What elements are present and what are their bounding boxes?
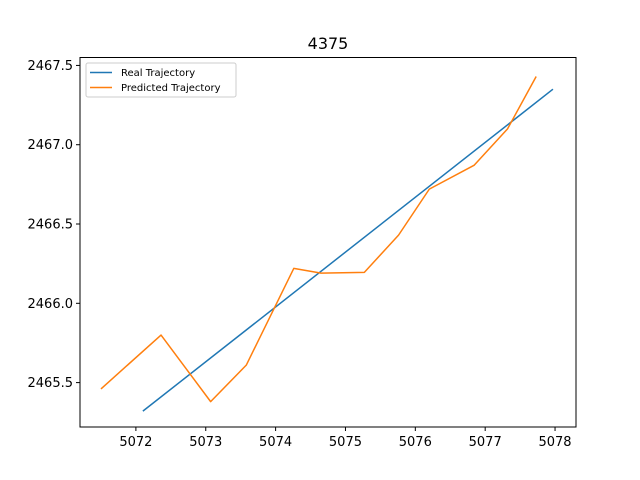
legend-box bbox=[85, 62, 237, 98]
x-tick-label: 5076 bbox=[399, 435, 432, 450]
series-line-1 bbox=[100, 76, 537, 403]
x-tick-label: 5075 bbox=[329, 435, 362, 450]
y-tick-label: 2466.5 bbox=[28, 218, 74, 233]
plot-area-frame bbox=[79, 57, 577, 428]
x-tick-label: 5074 bbox=[259, 435, 292, 450]
x-tick-label: 5078 bbox=[538, 435, 571, 450]
y-axis: 2465.5 2466.0 2466.5 2467.0 2467.5 bbox=[28, 59, 80, 391]
series-line-0 bbox=[142, 88, 554, 412]
x-tick-label: 5073 bbox=[189, 435, 222, 450]
legend-label-predicted: Predicted Trajectory bbox=[121, 83, 221, 94]
legend-label-real: Real Trajectory bbox=[121, 68, 195, 79]
legend: Real Trajectory Predicted Trajectory bbox=[85, 62, 237, 98]
x-tick-label: 5077 bbox=[469, 435, 502, 450]
chart-title: 4375 bbox=[308, 34, 349, 53]
y-tick-label: 2467.0 bbox=[28, 138, 74, 153]
y-tick-label: 2467.5 bbox=[28, 59, 74, 74]
x-axis: 5072 5073 5074 5075 5076 5077 5078 bbox=[119, 427, 572, 450]
x-tick-label: 5072 bbox=[119, 435, 152, 450]
y-tick-label: 2466.0 bbox=[28, 297, 74, 312]
y-tick-label: 2465.5 bbox=[28, 376, 74, 391]
series-layer bbox=[100, 76, 554, 412]
